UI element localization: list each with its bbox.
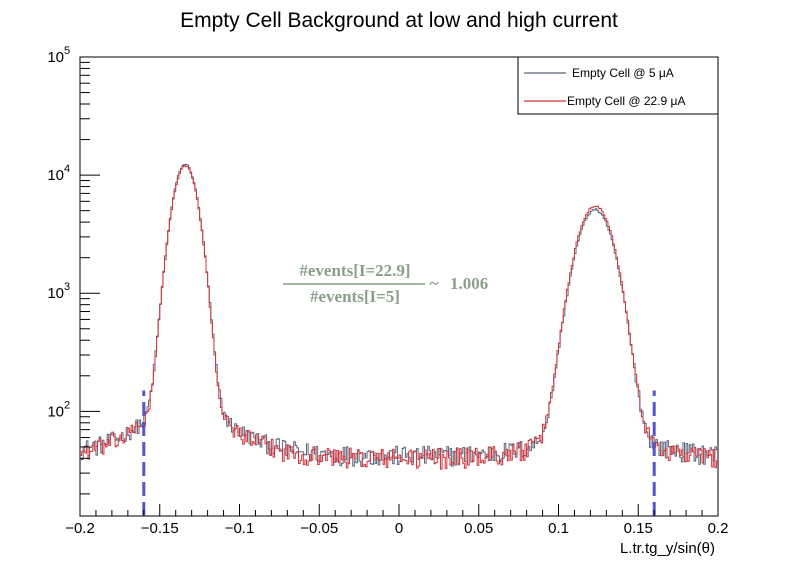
ratio-denominator: #events[I=5] <box>310 287 400 306</box>
y-tick-label: 10 <box>47 285 64 302</box>
x-tick-label: 0.2 <box>708 520 729 537</box>
x-tick-label: 0.05 <box>464 520 493 537</box>
legend-label-5ua: Empty Cell @ 5 μA <box>572 66 674 80</box>
cut-lines <box>142 390 656 516</box>
x-tick-label: 0 <box>395 520 403 537</box>
x-tick-label: −0.1 <box>225 520 255 537</box>
ratio-value: 1.006 <box>450 274 488 293</box>
y-tick-exponent: 4 <box>64 163 70 175</box>
y-tick-exponent: 5 <box>64 45 70 57</box>
x-tick-label: 0.1 <box>548 520 569 537</box>
ratio-approx-sign: ~ <box>430 274 439 293</box>
y-tick-exponent: 2 <box>64 399 70 411</box>
x-tick-label: −0.05 <box>300 520 338 537</box>
y-tick-label: 10 <box>47 403 64 420</box>
x-tick-label: 0.15 <box>624 520 653 537</box>
legend-box <box>517 56 719 115</box>
legend-label-22-9ua: Empty Cell @ 22.9 μA <box>567 94 685 108</box>
y-tick-label: 10 <box>47 167 64 184</box>
x-tick-label: −0.2 <box>65 520 95 537</box>
y-tick-exponent: 3 <box>64 281 70 293</box>
legend: Empty Cell @ 5 μA Empty Cell @ 22.9 μA <box>517 56 719 115</box>
ratio-annotation: #events[I=22.9] #events[I=5] ~ 1.006 <box>283 261 488 306</box>
series-layer <box>80 163 718 470</box>
x-axis: −0.2 −0.15 −0.1 −0.05 0 0.05 0.1 0.15 0.2 <box>65 504 728 537</box>
plot-frame <box>79 56 719 517</box>
x-axis-label: L.tr.tg_y/sin(θ) <box>620 540 715 557</box>
series-5ua-histogram <box>80 163 718 467</box>
series-22-9ua-histogram <box>80 165 718 470</box>
chart-title: Empty Cell Background at low and high cu… <box>180 9 618 32</box>
x-tick-label: −0.15 <box>141 520 179 537</box>
ratio-numerator: #events[I=22.9] <box>299 261 410 280</box>
y-tick-label: 10 <box>47 49 64 66</box>
